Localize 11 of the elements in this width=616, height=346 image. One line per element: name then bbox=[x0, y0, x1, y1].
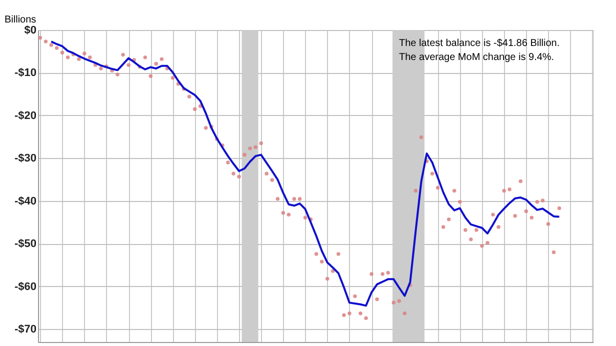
annotation: The latest balance is -$41.86 Billion. bbox=[399, 38, 560, 49]
y-tick-label: -$40 bbox=[14, 195, 36, 208]
y-tick-label: -$60 bbox=[14, 280, 36, 293]
y-tick-label: -$20 bbox=[14, 110, 36, 122]
y-tick-label: -$70 bbox=[14, 324, 36, 336]
y-axis-title: Billions bbox=[4, 14, 36, 26]
y-tick-label: -$10 bbox=[14, 67, 36, 80]
y-tick-label: -$50 bbox=[14, 238, 36, 250]
y-tick-label: -$30 bbox=[14, 152, 36, 165]
annotation: The average MoM change is 9.4%. bbox=[399, 52, 554, 63]
y-tick-label: $0 bbox=[24, 24, 36, 36]
